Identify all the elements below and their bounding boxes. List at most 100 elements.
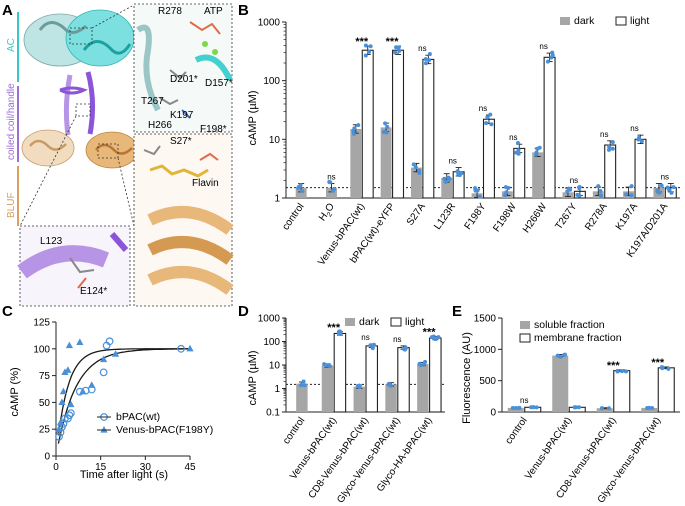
panel-b-data-point bbox=[575, 192, 580, 197]
panel-e-label: E bbox=[452, 303, 462, 320]
panel-b-bar-series1 bbox=[410, 167, 422, 198]
panel-b-category-label: H266W bbox=[521, 201, 549, 235]
panel-e-data-point bbox=[624, 369, 629, 374]
panel-e-bar-series1 bbox=[641, 407, 658, 412]
panel-b-bar-series2 bbox=[543, 56, 556, 199]
panel-b-data-point bbox=[535, 146, 540, 151]
panel-b-category-label: F198Y bbox=[463, 201, 489, 232]
panel-c: C cAMP (%) Time after light (s) 0 25 50 75 1… bbox=[2, 303, 213, 481]
panel-b-data-point bbox=[629, 193, 634, 198]
panel-c-legend-label: Venus-bPAC(F198Y) bbox=[116, 424, 213, 436]
domain-label-coiled-coil: coiled coil/handle bbox=[6, 83, 17, 160]
panel-c-data-point-triangle bbox=[56, 418, 65, 426]
panel-e-data-point bbox=[555, 353, 560, 358]
protein-structure bbox=[19, 5, 139, 227]
panel-d-data-point bbox=[401, 346, 406, 351]
panel-b-data-point bbox=[396, 45, 401, 50]
panel-e-data-point bbox=[572, 405, 577, 410]
panel-b-data-point bbox=[596, 184, 601, 189]
panel-b-data-point bbox=[394, 45, 399, 50]
panel-c-y-tick-label: 75 bbox=[39, 371, 51, 382]
panel-c-data-point-circle bbox=[99, 368, 108, 377]
panel-c-data-point-triangle bbox=[186, 344, 194, 352]
panel-b-data-point bbox=[363, 43, 368, 48]
panel-b-data-point bbox=[607, 144, 612, 149]
panel-d-bar-series2 bbox=[429, 337, 442, 413]
panel-b-data-point bbox=[610, 146, 615, 151]
panel-d-bar-series2 bbox=[397, 347, 410, 413]
residue-t267: T267 bbox=[141, 96, 164, 107]
panel-e-bar-series2 bbox=[657, 367, 675, 413]
domain-label-ac: AC bbox=[6, 38, 17, 52]
panel-b-data-point bbox=[363, 53, 368, 58]
panel-e-significance-label: ns bbox=[520, 396, 528, 405]
panel-b-legend-swatch bbox=[560, 17, 570, 25]
panel-c-data-point-triangle bbox=[59, 387, 68, 395]
panel-e-category-label: control bbox=[503, 415, 529, 446]
panel-b-data-point bbox=[393, 50, 398, 55]
panel-d-data-point bbox=[299, 383, 304, 388]
panel-d-bar-series1 bbox=[296, 383, 308, 412]
panel-b-bar-series2 bbox=[513, 147, 526, 199]
panel-e-legend-label: soluble fraction bbox=[534, 319, 605, 331]
panel-b-data-point bbox=[671, 185, 676, 190]
panel-c-y-tick-label: 100 bbox=[33, 344, 50, 355]
panel-b-bar-series1 bbox=[380, 127, 392, 198]
inset-coiled-coil: L123 E124* bbox=[17, 225, 131, 307]
panel-b-data-point bbox=[456, 171, 461, 176]
panel-e-significance-label: *** bbox=[607, 360, 621, 372]
panel-b-data-point bbox=[411, 162, 416, 167]
panel-d-data-point bbox=[301, 379, 306, 384]
panel-d-category-label: CD8-Venus-bPAC(wt) bbox=[307, 415, 371, 500]
panel-b-data-point bbox=[545, 59, 550, 64]
panel-d-data-point bbox=[429, 335, 434, 340]
panel-b-data-point bbox=[485, 115, 490, 120]
panel-d-y-tick-label: 1 bbox=[274, 384, 280, 395]
panel-c-x-tick-label: 45 bbox=[184, 462, 196, 473]
panel-b-significance-label: ns bbox=[600, 130, 608, 139]
panel-b-label: B bbox=[238, 2, 249, 19]
panel-c-data-point-triangle bbox=[111, 350, 120, 357]
panel-b-category-label: F198W bbox=[491, 201, 519, 234]
panel-b-data-point bbox=[446, 175, 451, 180]
panel-c-x-tick-label: 15 bbox=[95, 462, 107, 473]
panel-b-data-point bbox=[368, 44, 373, 49]
panel-b-data-point bbox=[332, 186, 337, 191]
panel-b-significance-label: ns bbox=[509, 133, 517, 142]
inset-bluf: S27* Flavin bbox=[133, 133, 234, 307]
panel-b-data-point bbox=[659, 183, 664, 188]
panel-c-x-axis-label: Time after light (s) bbox=[80, 469, 168, 481]
panel-b-bar-series2 bbox=[392, 49, 405, 199]
panel-d: D cAMP (µM) 0.11101001000control***Venus… bbox=[238, 303, 445, 505]
panel-d-data-point bbox=[436, 335, 441, 340]
panel-b-bar-series1 bbox=[326, 187, 337, 198]
panel-b-significance-label: *** bbox=[355, 36, 369, 48]
panel-b-bar-series2 bbox=[422, 58, 435, 199]
panel-c-data-point-circle bbox=[177, 344, 185, 353]
panel-b-data-point bbox=[351, 131, 356, 136]
panel-e-y-axis-label: Fluorescence (AU) bbox=[461, 332, 473, 424]
panel-b-data-point bbox=[598, 189, 603, 194]
panel-c-data-point-triangle bbox=[88, 381, 96, 388]
panel-b-y-axis-label: cAMP (µM) bbox=[247, 90, 259, 145]
residue-k197: K197 bbox=[170, 110, 194, 121]
panel-b-data-point bbox=[534, 152, 539, 157]
panel-d-data-point bbox=[388, 383, 393, 388]
panel-d-significance-label: ns bbox=[361, 333, 369, 342]
panel-b-y-tick-label: 100 bbox=[263, 76, 280, 87]
panel-d-legend-label: dark bbox=[359, 316, 380, 328]
panel-b-data-point bbox=[397, 48, 402, 53]
panel-b-data-point bbox=[606, 147, 611, 152]
panel-b-category-label: T267Y bbox=[553, 201, 579, 232]
panel-b-significance-label: *** bbox=[386, 36, 400, 48]
panel-b-data-point bbox=[383, 121, 388, 126]
panel-d-data-point bbox=[433, 337, 438, 342]
panel-e-significance-label: *** bbox=[651, 357, 665, 369]
panel-d-significance-label: *** bbox=[423, 326, 437, 338]
panel-c-y-tick-label: 50 bbox=[39, 398, 51, 409]
panel-d-data-point bbox=[322, 362, 327, 367]
panel-b-data-point bbox=[367, 49, 372, 54]
residue-atp: ATP bbox=[204, 6, 223, 17]
panel-e-data-point bbox=[666, 366, 671, 371]
panel-b-data-point bbox=[477, 194, 482, 199]
